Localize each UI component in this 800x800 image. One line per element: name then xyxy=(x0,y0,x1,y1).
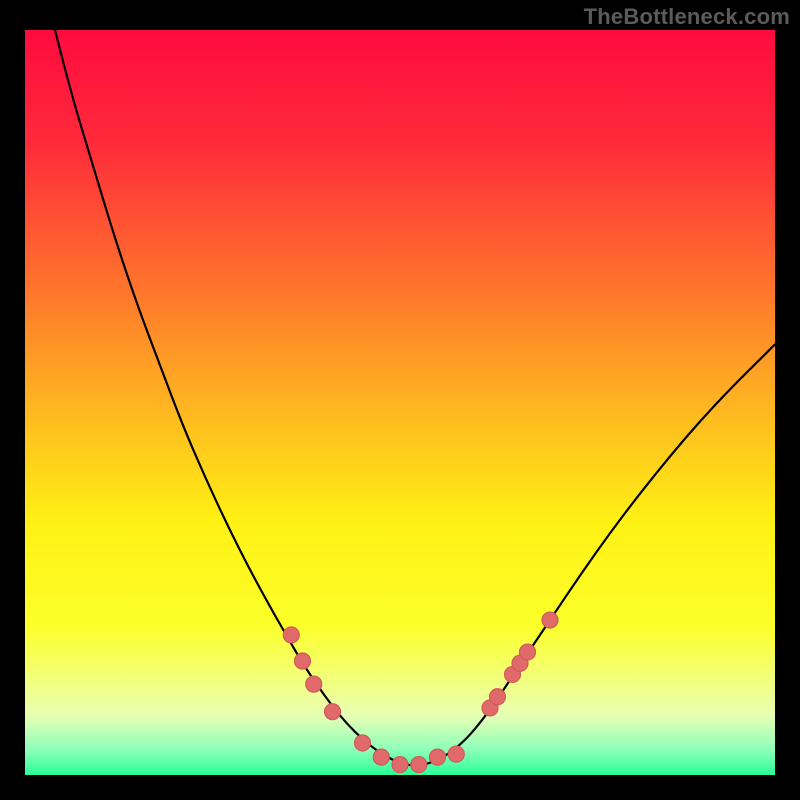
chart-container: TheBottleneck.com xyxy=(0,0,800,800)
marker-dot xyxy=(325,704,341,720)
frame-top-cover xyxy=(0,0,800,30)
marker-dot xyxy=(355,735,371,751)
marker-dot xyxy=(542,612,558,628)
plot-background xyxy=(25,30,775,775)
marker-dot xyxy=(373,749,389,765)
frame-left-cover xyxy=(0,0,25,800)
frame-right-cover xyxy=(775,0,800,800)
marker-dot xyxy=(430,749,446,765)
marker-dot xyxy=(283,627,299,643)
marker-dot xyxy=(448,746,464,762)
marker-dot xyxy=(520,644,536,660)
marker-dot xyxy=(306,676,322,692)
marker-dot xyxy=(490,689,506,705)
marker-dot xyxy=(295,653,311,669)
frame-bottom-cover xyxy=(0,775,800,800)
marker-dot xyxy=(411,757,427,773)
marker-dot xyxy=(392,757,408,773)
chart-svg xyxy=(0,0,800,800)
